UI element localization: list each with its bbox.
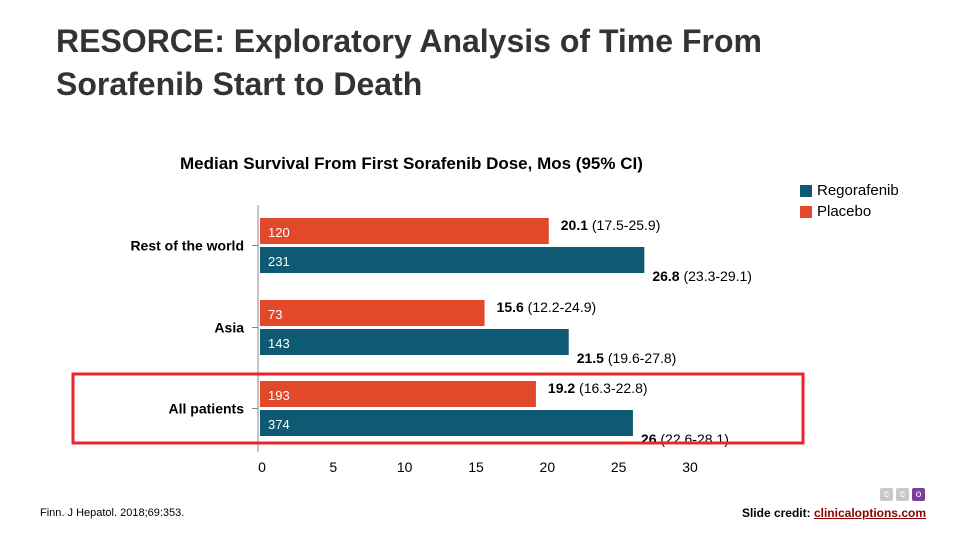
data-label: 26.8 (23.3-29.1) bbox=[652, 268, 752, 284]
logo-letter: c bbox=[880, 488, 893, 501]
category-label: Asia bbox=[214, 320, 244, 336]
legend-label-regorafenib: Regorafenib bbox=[817, 182, 899, 199]
data-label: 20.1 (17.5-25.9) bbox=[561, 217, 661, 233]
data-label: 15.6 (12.2-24.9) bbox=[497, 299, 597, 315]
x-tick-label: 15 bbox=[468, 459, 484, 475]
data-label: 19.2 (16.3-22.8) bbox=[548, 380, 648, 396]
bar-regorafenib bbox=[260, 247, 645, 273]
slide-credit: Slide credit: clinicaloptions.com bbox=[742, 506, 926, 520]
credit-link[interactable]: clinicaloptions.com bbox=[813, 506, 926, 520]
bar-n-label: 374 bbox=[268, 417, 290, 432]
slide-title: RESORCE: Exploratory Analysis of Time Fr… bbox=[56, 23, 762, 102]
data-label-value: 21.5 bbox=[577, 350, 604, 366]
legend: Regorafenib Placebo bbox=[800, 180, 899, 222]
data-label-value: 26.8 bbox=[652, 268, 679, 284]
bar-n-label: 231 bbox=[268, 254, 290, 269]
x-tick-label: 10 bbox=[397, 459, 413, 475]
credit-label: Slide credit: bbox=[741, 506, 814, 520]
data-label-value: 15.6 bbox=[497, 299, 524, 315]
legend-swatch-regorafenib bbox=[800, 184, 812, 197]
data-label-ci: (17.5-25.9) bbox=[588, 217, 660, 233]
bar-placebo bbox=[260, 218, 549, 244]
category-label: Rest of the world bbox=[130, 238, 244, 254]
legend-swatch-placebo bbox=[800, 205, 812, 218]
bar-n-label: 143 bbox=[268, 336, 290, 351]
data-label-ci: (12.2-24.9) bbox=[524, 299, 596, 315]
logo-letter: c bbox=[896, 488, 909, 501]
x-tick-label: 30 bbox=[682, 459, 698, 475]
x-tick-label: 0 bbox=[258, 459, 266, 475]
logo-letter: o bbox=[912, 488, 925, 501]
x-tick-label: 5 bbox=[329, 459, 337, 475]
legend-item-regorafenib: Regorafenib bbox=[800, 180, 899, 201]
legend-item-placebo: Placebo bbox=[800, 201, 899, 222]
bar-placebo bbox=[260, 300, 485, 326]
footnote: Finn. J Hepatol. 2018;69:353. bbox=[40, 507, 185, 519]
chart-title: Median Survival From First Sorafenib Dos… bbox=[180, 154, 643, 173]
x-tick-label: 25 bbox=[611, 459, 627, 475]
bar-regorafenib bbox=[260, 410, 633, 436]
bar-n-label: 193 bbox=[268, 388, 290, 403]
highlight-box bbox=[71, 372, 805, 445]
bar-n-label: 73 bbox=[268, 307, 282, 322]
data-label-ci: (23.3-29.1) bbox=[680, 268, 752, 284]
bar-regorafenib bbox=[260, 329, 569, 355]
data-label-value: 26 bbox=[641, 431, 657, 447]
data-label-value: 20.1 bbox=[561, 217, 588, 233]
data-label-ci: (19.6-27.8) bbox=[604, 350, 676, 366]
legend-label-placebo: Placebo bbox=[817, 203, 872, 220]
bar-placebo bbox=[260, 381, 536, 407]
category-label: All patients bbox=[169, 401, 245, 417]
data-label-ci: (22.6-28.1) bbox=[657, 431, 729, 447]
data-label-value: 19.2 bbox=[548, 380, 575, 396]
data-label-ci: (16.3-22.8) bbox=[575, 380, 647, 396]
bar-n-label: 120 bbox=[268, 225, 290, 240]
data-label: 26 (22.6-28.1) bbox=[641, 431, 729, 447]
x-tick-label: 20 bbox=[540, 459, 556, 475]
clinical-options-logo: c c o bbox=[880, 488, 925, 501]
data-label: 21.5 (19.6-27.8) bbox=[577, 350, 677, 366]
